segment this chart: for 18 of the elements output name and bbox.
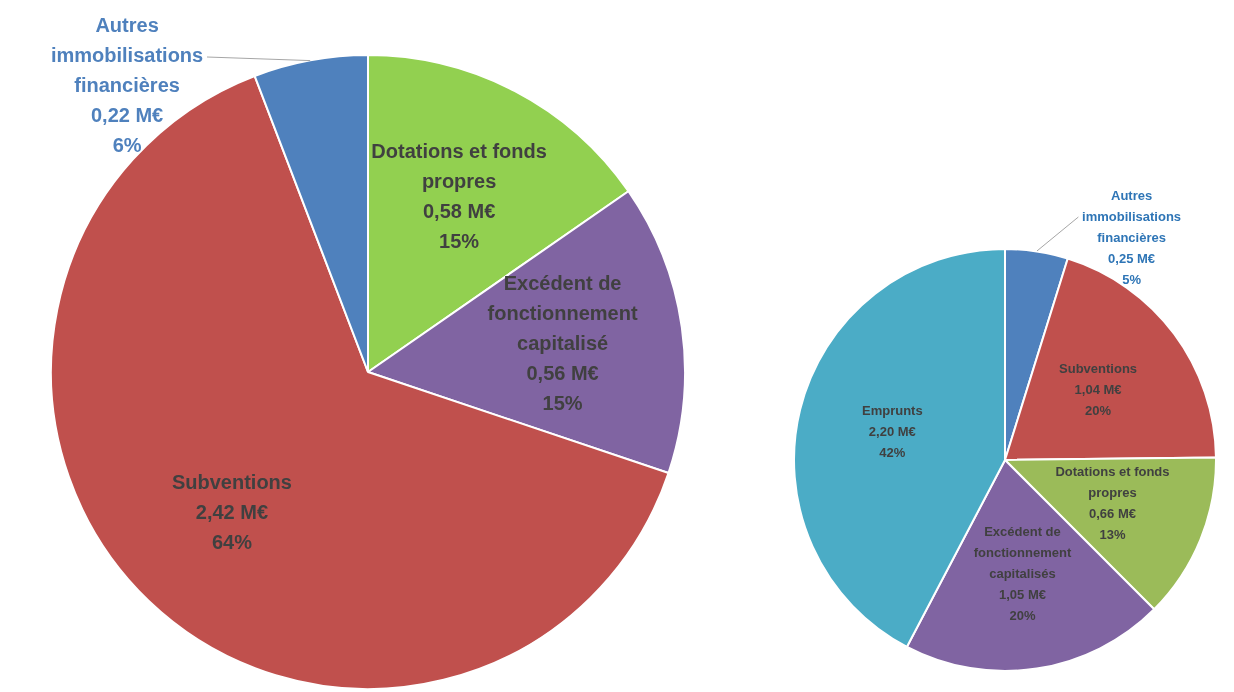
slice-label: Dotations et fonds propres bbox=[1055, 463, 1170, 500]
data-label: 2,42 M€ 64% bbox=[195, 501, 269, 554]
slice-label: Dotations et fonds propres bbox=[371, 140, 547, 193]
data-label: 0,56 M€ 15% bbox=[526, 361, 599, 414]
slice-label: Subventions bbox=[1059, 361, 1138, 377]
slice-label: Autres immobilisations financières bbox=[50, 14, 204, 97]
slice-label: Subventions bbox=[171, 471, 292, 494]
data-label: 0,25 M€ 5% bbox=[1108, 251, 1156, 288]
slice-label: Excédent de fonctionnement capitalisé bbox=[487, 271, 638, 354]
data-label: 1,04 M€ 20% bbox=[1074, 382, 1122, 419]
data-label: 0,58 M€ 15% bbox=[422, 200, 496, 253]
slice-label: Excédent de fonctionnement capitalisés bbox=[973, 524, 1072, 582]
data-label: 0,22 M€ 6% bbox=[90, 104, 164, 157]
data-label: 1,05 M€ 20% bbox=[998, 587, 1046, 624]
slice-label: Emprunts bbox=[861, 402, 923, 418]
slice-label: Autres immobilisations financières bbox=[1082, 188, 1182, 246]
data-label: 2,20 M€ 42% bbox=[868, 423, 916, 460]
data-label: 0,66 M€ 13% bbox=[1088, 505, 1136, 542]
